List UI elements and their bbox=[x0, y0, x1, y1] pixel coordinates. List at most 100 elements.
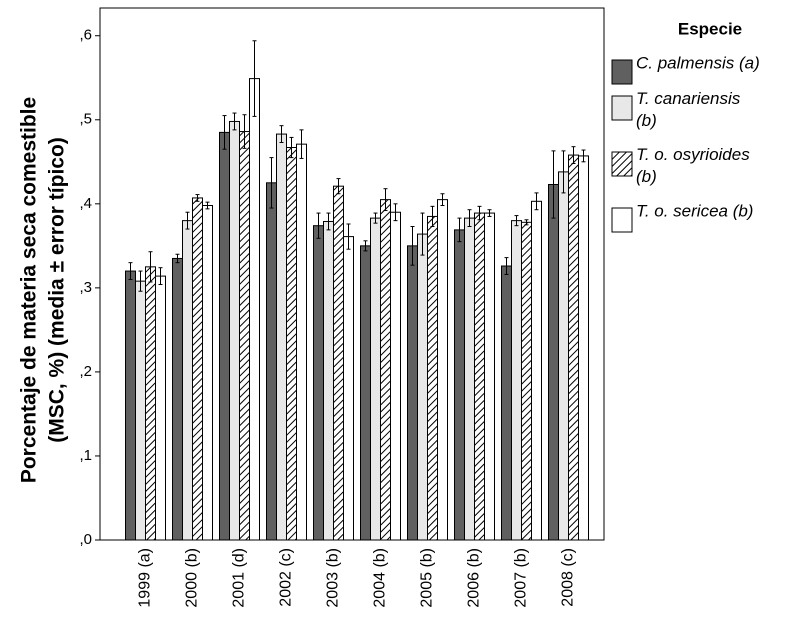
bar bbox=[135, 280, 146, 541]
bar bbox=[266, 182, 277, 541]
x-tick-label: 1999 (a) bbox=[137, 548, 154, 608]
bar bbox=[249, 78, 260, 541]
error-bar bbox=[138, 270, 143, 292]
bar bbox=[521, 221, 532, 541]
bar bbox=[568, 154, 579, 541]
y-tick-label: ,2 bbox=[79, 363, 92, 380]
bar bbox=[333, 185, 344, 541]
error-bar bbox=[534, 192, 539, 211]
bar bbox=[548, 183, 559, 541]
legend-label: T. canariensis (b) bbox=[636, 89, 741, 130]
legend-line: T. canariensis bbox=[636, 89, 741, 108]
error-bar bbox=[195, 194, 200, 202]
x-tick-label: 2003 (b) bbox=[325, 548, 342, 608]
error-bar bbox=[467, 209, 472, 228]
error-bar bbox=[430, 205, 435, 228]
error-bar bbox=[457, 217, 462, 243]
x-tick-label: 2007 (b) bbox=[513, 548, 530, 608]
bar bbox=[437, 199, 448, 541]
bar bbox=[296, 143, 307, 541]
bar bbox=[484, 212, 495, 541]
error-bar bbox=[252, 40, 257, 117]
error-bar bbox=[232, 112, 237, 131]
y-tick-label: ,5 bbox=[79, 111, 92, 128]
bar bbox=[454, 229, 465, 541]
bar bbox=[172, 257, 183, 541]
y-tick-label: ,6 bbox=[79, 27, 92, 44]
bar bbox=[360, 245, 371, 541]
error-bar bbox=[383, 188, 388, 212]
bar bbox=[390, 211, 401, 541]
error-bar bbox=[551, 150, 556, 219]
bar bbox=[474, 212, 485, 541]
y-axis-label: (MSC, %) (media ± error típico) bbox=[46, 137, 69, 443]
legend-swatch bbox=[611, 59, 633, 85]
x-tick-label: 2006 (b) bbox=[466, 548, 483, 608]
error-bar bbox=[316, 212, 321, 239]
bar bbox=[417, 233, 428, 541]
y-axis-label: Porcentaje de materia seca comestible bbox=[18, 97, 41, 483]
legend-label: T. o. osyrioides (b) bbox=[636, 145, 750, 186]
error-bar bbox=[242, 114, 247, 149]
legend-swatch bbox=[611, 95, 633, 121]
error-bar bbox=[373, 212, 378, 224]
error-bar bbox=[336, 178, 341, 195]
error-bar bbox=[363, 240, 368, 252]
error-bar bbox=[299, 129, 304, 159]
error-bar bbox=[222, 115, 227, 150]
bar bbox=[578, 155, 589, 541]
bar bbox=[407, 245, 418, 541]
bar bbox=[219, 131, 230, 541]
bar bbox=[370, 217, 381, 541]
error-bar bbox=[205, 201, 210, 210]
bar bbox=[511, 220, 522, 541]
legend-line: (b) bbox=[636, 167, 657, 186]
bar bbox=[558, 171, 569, 541]
error-bar bbox=[128, 262, 133, 280]
legend-title: Especie bbox=[678, 19, 742, 38]
error-bar bbox=[346, 223, 351, 250]
bar bbox=[155, 275, 166, 541]
error-bar bbox=[175, 253, 180, 264]
legend-line: T. o. osyrioides bbox=[636, 145, 750, 164]
bar bbox=[229, 120, 240, 541]
bar bbox=[145, 266, 156, 541]
error-bar bbox=[420, 212, 425, 256]
error-bar bbox=[269, 157, 274, 209]
bar bbox=[239, 131, 250, 541]
bar bbox=[313, 225, 324, 541]
bar bbox=[343, 236, 354, 541]
bar bbox=[323, 220, 334, 541]
error-bar bbox=[326, 212, 331, 231]
error-bar bbox=[393, 203, 398, 222]
error-bar bbox=[279, 125, 284, 143]
error-bar bbox=[524, 219, 529, 226]
legend-swatch bbox=[611, 151, 633, 177]
error-bar bbox=[410, 226, 415, 266]
bar bbox=[182, 220, 193, 541]
bar bbox=[531, 200, 542, 541]
error-bar bbox=[504, 257, 509, 275]
legend-label: C. palmensis (a) bbox=[636, 53, 760, 72]
error-bar bbox=[514, 215, 519, 227]
bar bbox=[202, 205, 213, 541]
error-bar bbox=[477, 205, 482, 221]
bar bbox=[192, 197, 203, 541]
x-tick-label: 2008 (c) bbox=[560, 548, 577, 607]
error-bar bbox=[148, 251, 153, 283]
bar bbox=[380, 199, 391, 541]
x-tick-label: 2005 (b) bbox=[419, 548, 436, 608]
x-tick-label: 2001 (d) bbox=[231, 548, 248, 608]
x-tick-label: 2000 (b) bbox=[184, 548, 201, 608]
bar bbox=[501, 265, 512, 541]
legend-swatch bbox=[611, 207, 633, 233]
y-tick-label: ,1 bbox=[79, 447, 92, 464]
y-tick-label: ,0 bbox=[79, 531, 92, 548]
bar bbox=[286, 147, 297, 541]
error-bar bbox=[185, 211, 190, 230]
bar bbox=[125, 270, 136, 541]
x-tick-label: 2004 (b) bbox=[372, 548, 389, 608]
error-bar bbox=[158, 267, 163, 286]
bar bbox=[464, 217, 475, 541]
